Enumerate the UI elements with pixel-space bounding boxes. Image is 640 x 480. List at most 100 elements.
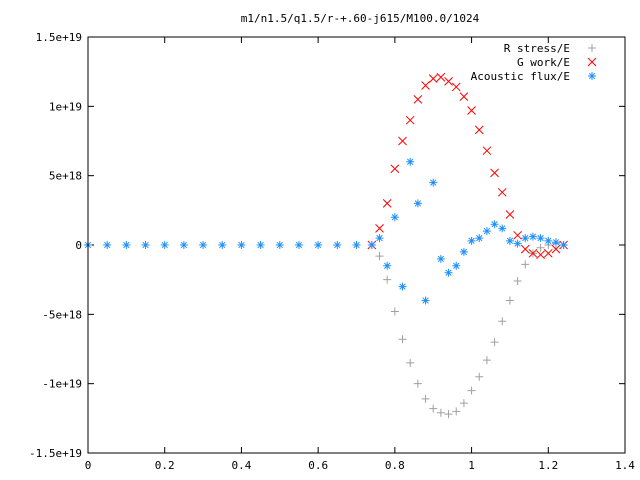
data-point — [179, 241, 188, 249]
data-point — [405, 115, 415, 125]
data-point — [390, 307, 399, 316]
data-point — [451, 82, 461, 92]
x-tick-label: 0.6 — [308, 459, 328, 472]
data-point — [122, 241, 131, 249]
data-point — [536, 234, 545, 243]
data-point — [587, 57, 597, 67]
y-tick-label: -1.5e+19 — [29, 447, 82, 460]
data-point — [498, 317, 507, 326]
data-point — [382, 199, 392, 208]
data-point — [421, 394, 430, 403]
data-point — [375, 224, 384, 233]
data-point — [398, 335, 407, 344]
data-point — [513, 230, 522, 240]
data-point — [237, 241, 246, 249]
data-point — [490, 220, 499, 229]
data-point — [520, 244, 530, 254]
data-point — [383, 261, 392, 270]
data-point — [459, 247, 468, 256]
chart-title: m1/n1.5/q1.5/r-+.60-j615/M100.0/1024 — [241, 12, 480, 25]
data-point — [436, 72, 446, 82]
data-point — [482, 146, 492, 156]
data-point — [543, 248, 553, 258]
x-axis-ticks: 0 0.2 0.4 0.6 0.8 1 1.2 1.4 — [85, 37, 635, 472]
x-tick-label: 0.2 — [155, 459, 175, 472]
data-point — [314, 241, 323, 249]
data-point — [413, 199, 422, 208]
data-point — [413, 95, 423, 104]
data-point — [536, 250, 545, 260]
data-point — [160, 241, 169, 249]
data-point — [452, 261, 461, 270]
data-point — [505, 236, 514, 245]
data-point — [275, 241, 284, 249]
data-point — [490, 338, 499, 347]
data-point — [444, 268, 453, 277]
data-point — [383, 275, 392, 284]
legend-marker — [587, 57, 597, 67]
x-tick-label: 1.2 — [538, 459, 558, 472]
data-point — [551, 244, 561, 254]
data-point — [475, 234, 484, 243]
data-point — [588, 44, 596, 52]
legend-label: R stress/E — [504, 42, 570, 55]
data-point — [467, 236, 476, 245]
legend-label: G work/E — [517, 56, 570, 69]
data-point — [390, 213, 399, 222]
data-point — [513, 239, 522, 248]
data-point — [444, 410, 453, 419]
y-tick-label: 1.5e+19 — [36, 31, 82, 44]
data-point — [467, 386, 476, 395]
data-point — [398, 136, 407, 146]
data-point — [141, 241, 150, 249]
y-tick-label: 1e+19 — [49, 100, 82, 113]
data-point — [474, 125, 484, 135]
plot-frame — [87, 36, 626, 454]
y-axis-ticks: -1.5e+19 -1e+19 -5e+18 0 5e+18 1e+19 1.5e+19 — [29, 31, 625, 460]
y-tick-label: 5e+18 — [49, 170, 82, 183]
legend-marker — [588, 44, 596, 52]
y-tick-label: 0 — [75, 239, 82, 252]
data-point — [199, 241, 208, 249]
data-point — [436, 254, 445, 263]
legend-marker — [588, 72, 596, 80]
data-point — [536, 243, 545, 252]
data-point — [513, 277, 522, 286]
data-point — [421, 296, 430, 305]
data-point — [218, 241, 227, 249]
data-point — [475, 372, 484, 381]
data-point — [467, 106, 476, 115]
data-point — [528, 248, 538, 258]
data-point — [375, 252, 384, 261]
data-point — [528, 232, 537, 241]
data-point — [559, 241, 568, 249]
data-point — [428, 74, 438, 83]
legend-label: Acoustic flux/E — [471, 70, 570, 83]
data-point — [413, 379, 422, 388]
data-point — [482, 356, 491, 365]
data-point — [588, 72, 596, 80]
data-point — [375, 234, 384, 243]
data-point — [406, 358, 415, 367]
x-tick-label: 0.4 — [231, 459, 251, 472]
data-point — [352, 241, 361, 249]
series-g-work-e — [367, 72, 568, 260]
data-point — [421, 81, 430, 90]
data-point — [406, 157, 415, 166]
data-point — [544, 236, 553, 245]
data-point — [490, 168, 499, 178]
data-point — [551, 238, 560, 247]
data-point — [497, 187, 507, 197]
data-point — [521, 234, 530, 243]
data-point — [459, 92, 469, 101]
data-point — [505, 296, 514, 305]
x-tick-label: 1.4 — [615, 459, 635, 472]
data-point — [521, 260, 530, 269]
data-point — [482, 227, 491, 236]
data-point — [429, 178, 438, 187]
data-point — [429, 404, 438, 413]
x-tick-label: 1 — [468, 459, 475, 472]
y-tick-label: -1e+19 — [42, 378, 82, 391]
data-point — [436, 408, 445, 417]
